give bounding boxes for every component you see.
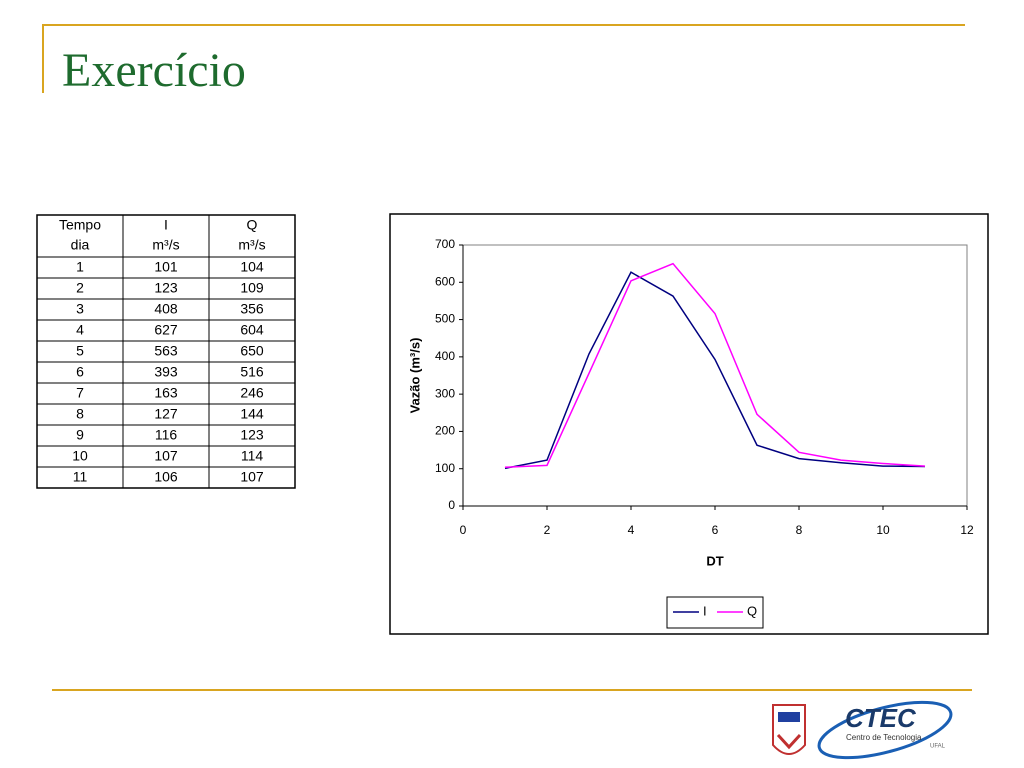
- logo-subtitle: Centro de Tecnologia: [846, 733, 922, 742]
- table-cell: 393: [154, 364, 178, 380]
- table-cell: 123: [154, 280, 178, 296]
- logo-org: UFAL: [930, 744, 946, 750]
- table-header: Tempo: [59, 217, 101, 233]
- y-tick-label: 400: [435, 349, 455, 363]
- table-cell: 627: [154, 322, 178, 338]
- table-cell: 10: [72, 448, 88, 464]
- table-cell: 127: [154, 406, 178, 422]
- y-tick-label: 100: [435, 461, 455, 475]
- x-tick-label: 8: [796, 523, 803, 537]
- logo-shield-mark: [776, 733, 802, 750]
- plot-area: [462, 244, 968, 507]
- legend-label: Q: [747, 603, 757, 618]
- table-cell: 123: [240, 427, 264, 443]
- y-tick-label: 500: [435, 312, 455, 326]
- table-cell: 7: [76, 385, 84, 401]
- x-tick-label: 6: [712, 523, 719, 537]
- table-cell: 114: [241, 448, 264, 464]
- y-tick-label: 600: [435, 274, 455, 288]
- table-cell: 106: [154, 469, 178, 485]
- table-cell: 163: [154, 385, 178, 401]
- x-tick-label: 2: [544, 523, 551, 537]
- x-tick-label: 10: [876, 523, 890, 537]
- table-cell: 4: [76, 322, 84, 338]
- slide-title: Exercício: [62, 44, 246, 97]
- table-cell: 408: [154, 301, 178, 317]
- table-border: [36, 214, 296, 489]
- table-cell: 107: [154, 448, 178, 464]
- x-tick-label: 4: [628, 523, 635, 537]
- y-tick-label: 200: [435, 424, 455, 438]
- table-header: m³/s: [152, 237, 179, 253]
- y-tick-label: 700: [435, 237, 455, 251]
- table-cell: 5: [76, 343, 84, 359]
- table-cell: 11: [73, 469, 88, 485]
- table-cell: 563: [154, 343, 178, 359]
- table-header: Q: [247, 217, 258, 233]
- logo-swoosh: [817, 700, 953, 760]
- table-cell: 604: [240, 322, 264, 338]
- x-tick-label: 0: [460, 523, 467, 537]
- y-tick-label: 300: [435, 386, 455, 400]
- table-cell: 8: [76, 406, 84, 422]
- series-line: [504, 262, 926, 468]
- table-header: m³/s: [238, 237, 265, 253]
- y-tick-label: 0: [448, 498, 455, 512]
- legend-label: I: [703, 603, 707, 618]
- table-header: dia: [71, 237, 90, 253]
- table-cell: 6: [76, 364, 84, 380]
- table-cell: 650: [240, 343, 264, 359]
- logo: CTEC Centro de Tecnologia UFAL: [772, 700, 953, 760]
- table-cell: 9: [76, 427, 84, 443]
- table-cell: 144: [240, 406, 264, 422]
- table-cell: 516: [240, 364, 264, 380]
- table-cell: 246: [240, 385, 264, 401]
- table-cell: 109: [240, 280, 264, 296]
- table-header: I: [164, 217, 168, 233]
- logo-shield-band: [778, 712, 800, 722]
- table-cell: 2: [76, 280, 84, 296]
- y-axis-label: Vazão (m³/s): [407, 338, 422, 414]
- series-line: [504, 271, 926, 470]
- logo-name: CTEC: [845, 703, 917, 733]
- table-cell: 1: [76, 259, 84, 275]
- table-cell: 3: [76, 301, 84, 317]
- table-cell: 104: [240, 259, 264, 275]
- x-axis-label: DT: [706, 553, 723, 568]
- x-tick-label: 12: [960, 523, 974, 537]
- table-cell: 356: [240, 301, 264, 317]
- table-cell: 101: [154, 259, 178, 275]
- table-cell: 107: [240, 469, 264, 485]
- table-cell: 116: [155, 427, 178, 443]
